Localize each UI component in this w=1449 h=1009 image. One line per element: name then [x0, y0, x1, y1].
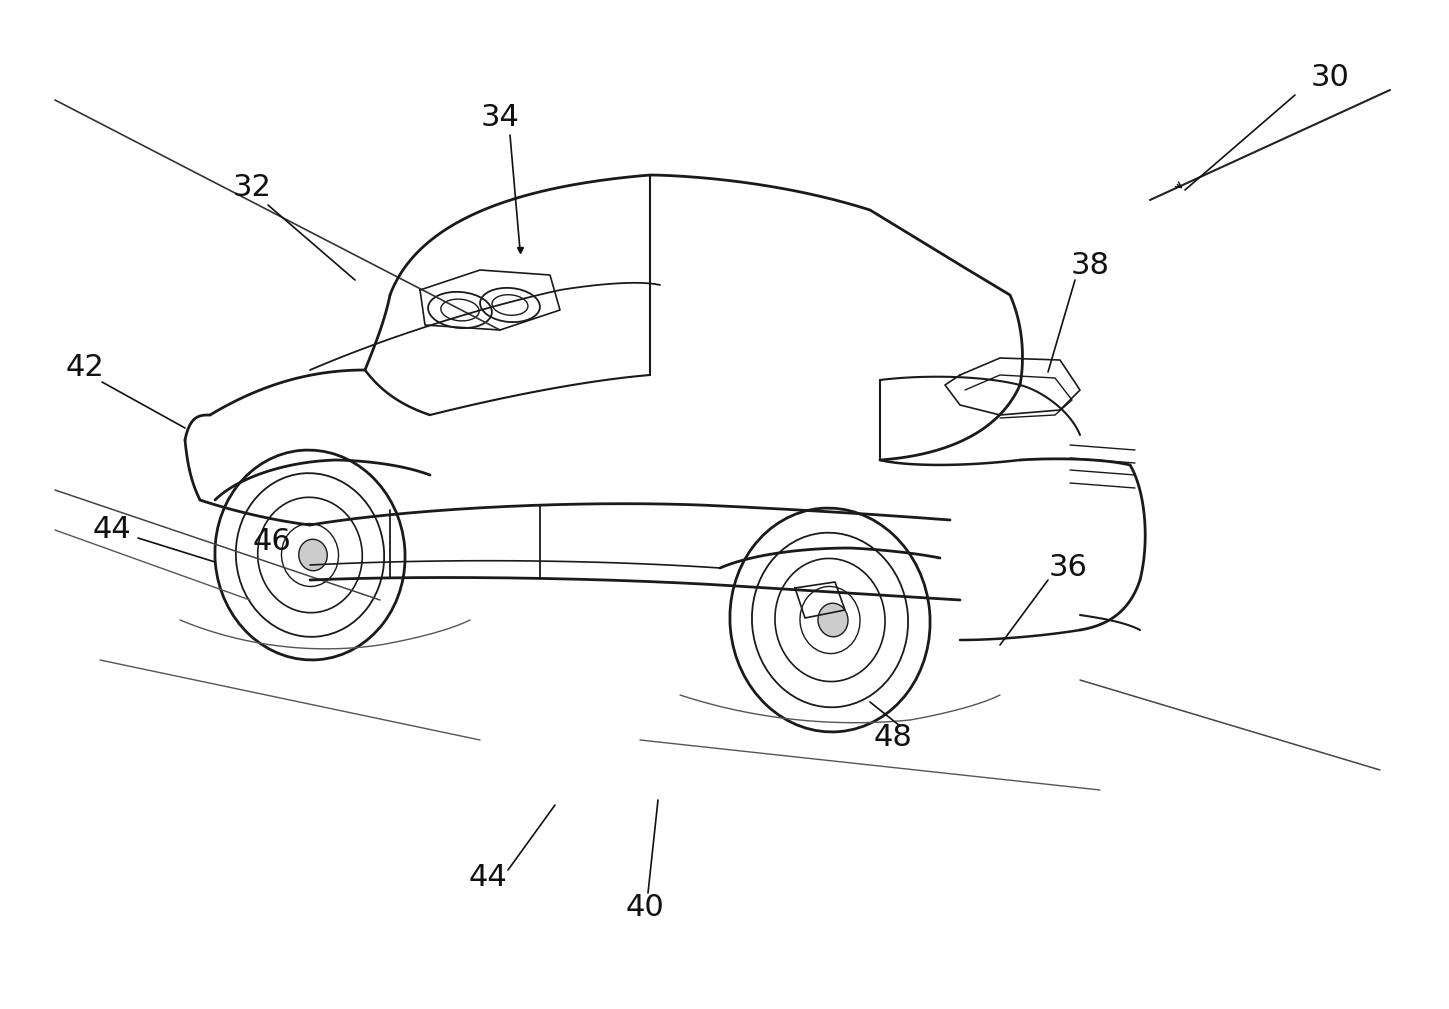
Ellipse shape: [298, 539, 327, 571]
Text: 34: 34: [481, 104, 519, 132]
Text: 30: 30: [1310, 64, 1349, 93]
Text: 40: 40: [626, 893, 665, 921]
Text: 44: 44: [468, 863, 507, 892]
Text: 44: 44: [93, 516, 132, 545]
Text: 36: 36: [1049, 554, 1087, 582]
Text: 38: 38: [1071, 250, 1110, 279]
Text: 48: 48: [874, 722, 913, 752]
Text: 32: 32: [232, 174, 271, 203]
Ellipse shape: [819, 603, 848, 637]
Text: 42: 42: [65, 353, 104, 382]
Text: 46: 46: [252, 528, 291, 557]
